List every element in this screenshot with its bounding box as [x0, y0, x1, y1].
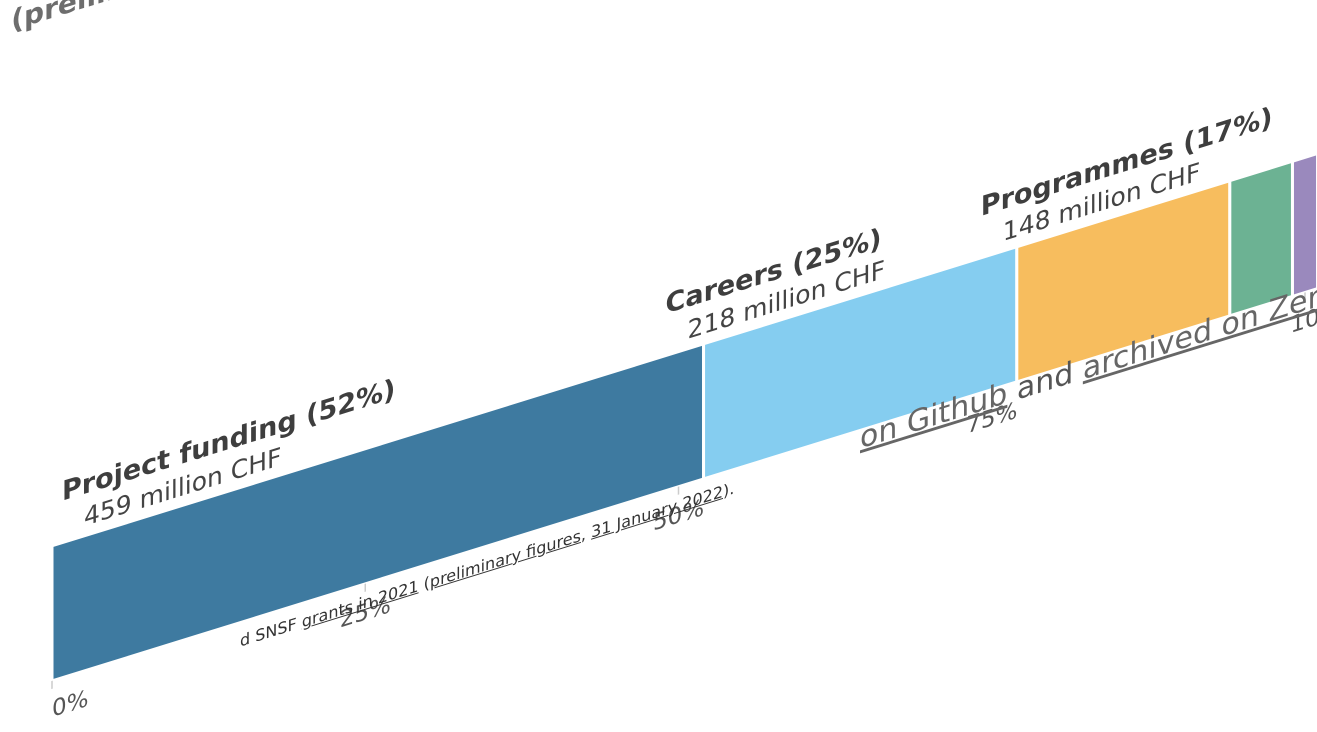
- bar-segment-science-communication: [1290, 151, 1317, 299]
- tick-label: 0%: [52, 684, 88, 723]
